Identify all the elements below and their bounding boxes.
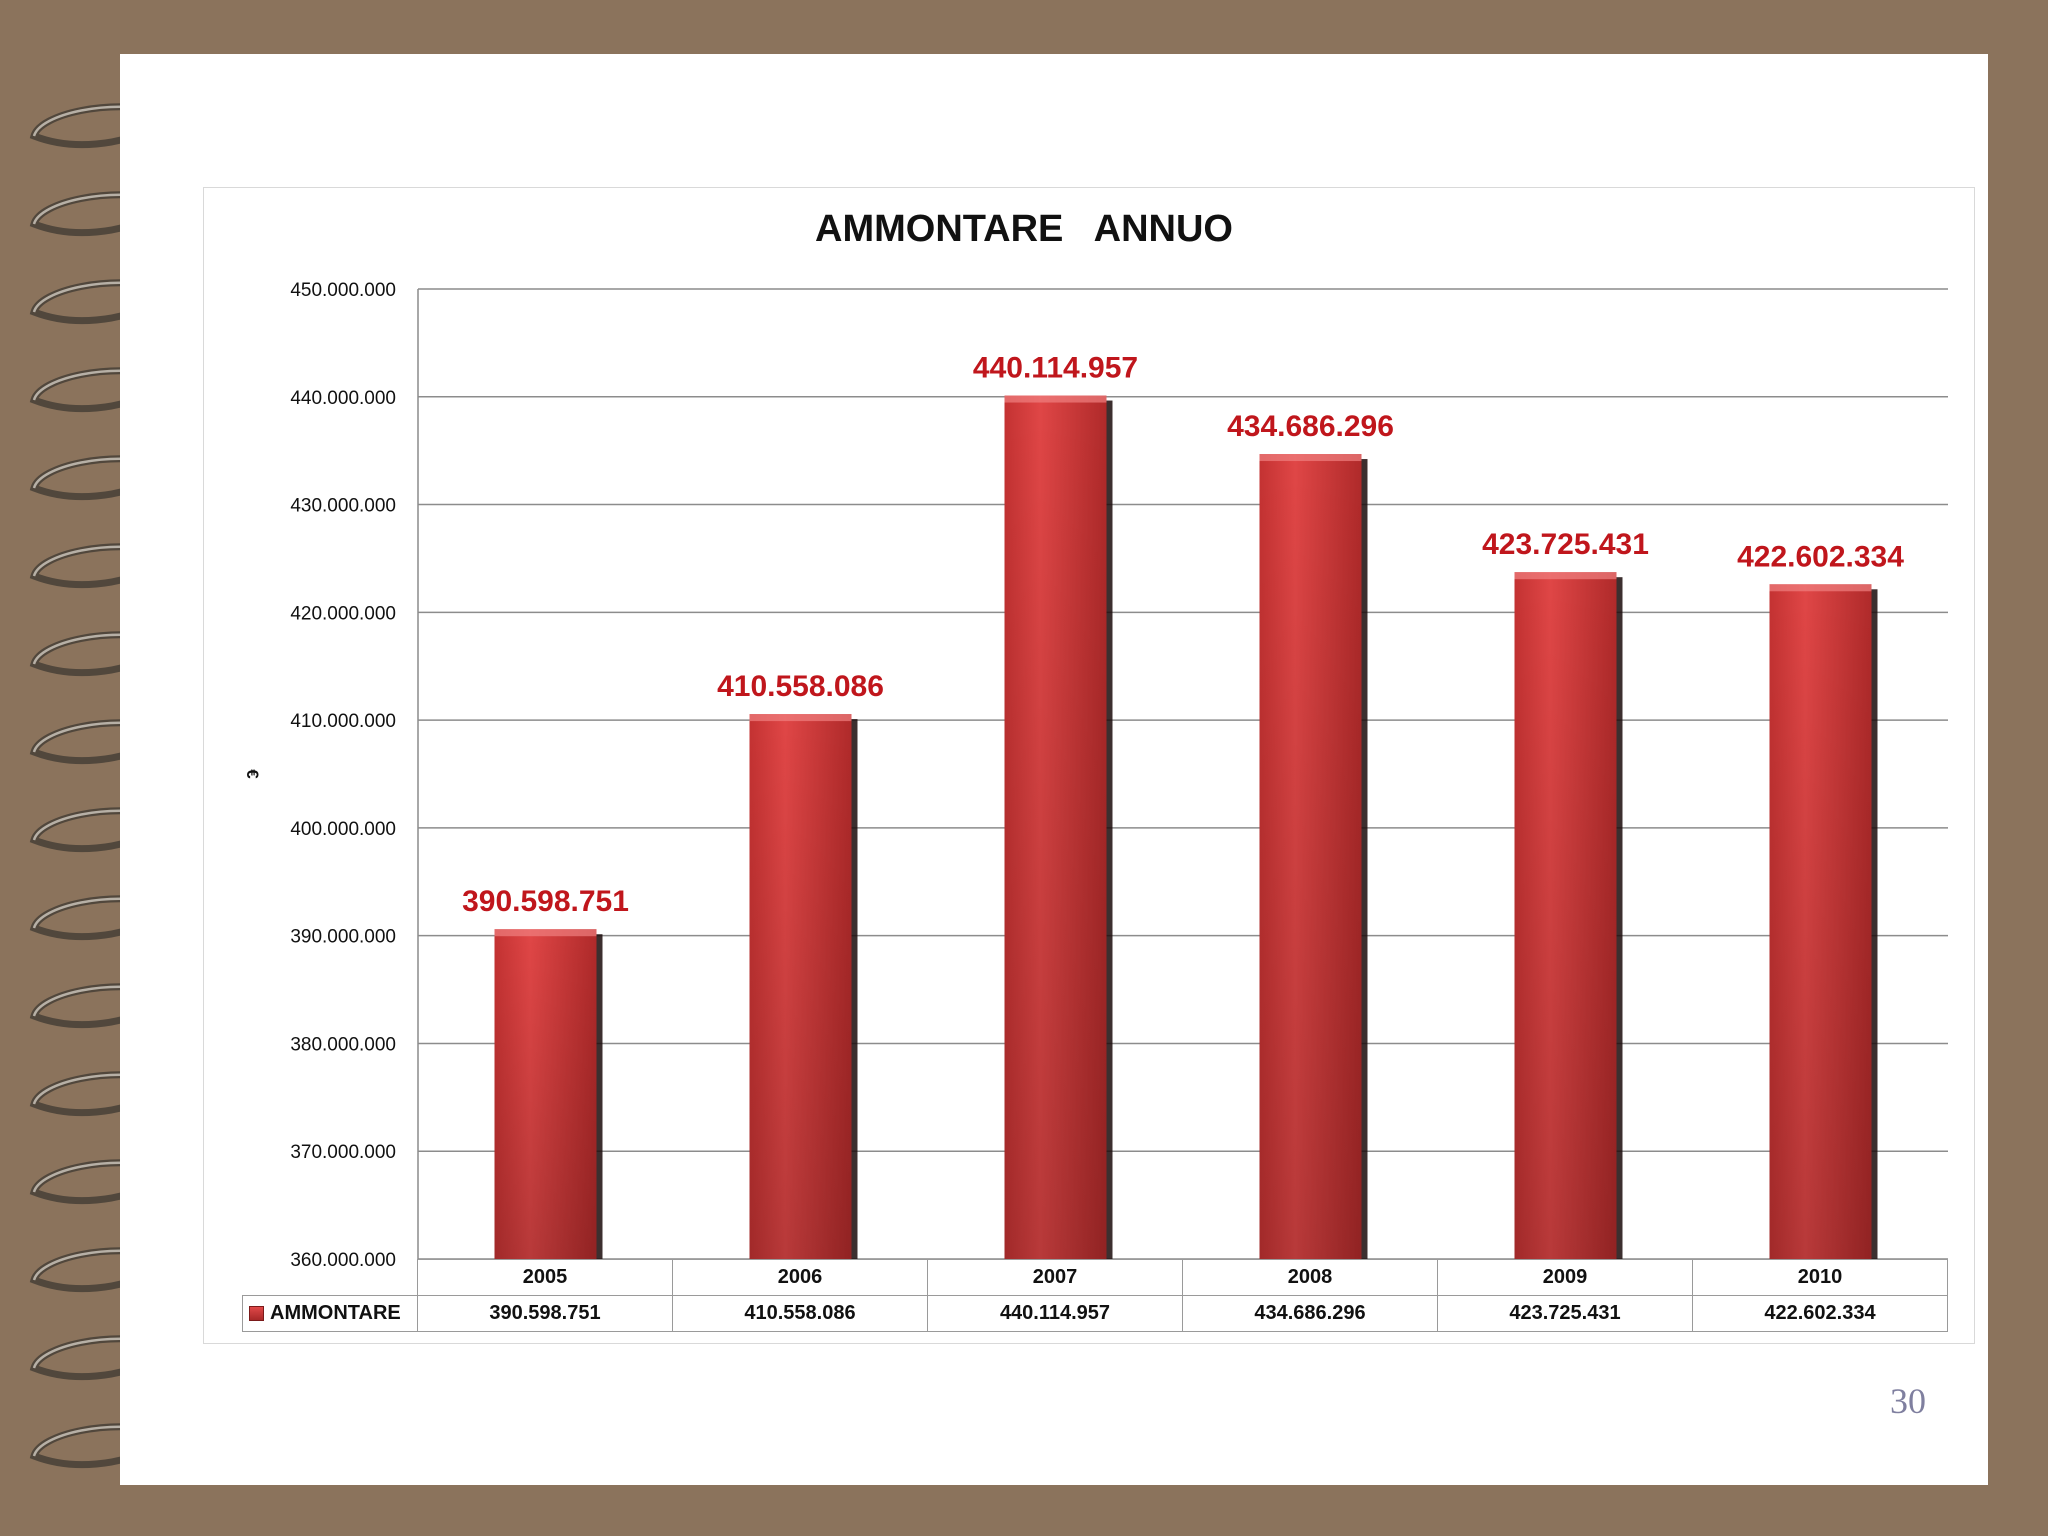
bar-highlight	[1769, 584, 1872, 592]
data-table-header-row: 2005 2006 2007 2008 2009 2010	[242, 1259, 1948, 1296]
table-category-cell: 2005	[417, 1259, 673, 1296]
y-tick-label: 370.000.000	[290, 1142, 396, 1163]
y-tick-label: 410.000.000	[290, 711, 396, 732]
page-number: 30	[1890, 1381, 1926, 1421]
bar-shade	[1769, 584, 1872, 1259]
table-value-cell: 434.686.296	[1182, 1295, 1438, 1332]
table-value-cell: 440.114.957	[927, 1295, 1183, 1332]
data-label: 422.602.334	[1737, 540, 1904, 573]
table-value-cell: 410.558.086	[672, 1295, 928, 1332]
bar-highlight	[1004, 395, 1107, 403]
data-label: 423.725.431	[1482, 528, 1649, 561]
bar-shade	[1004, 395, 1107, 1259]
y-axis-label: €	[243, 769, 262, 779]
bar-highlight	[749, 714, 852, 722]
y-tick-label: 390.000.000	[290, 927, 396, 948]
table-value-cell: 390.598.751	[417, 1295, 673, 1332]
legend-label: AMMONTARE	[270, 1302, 401, 1324]
bar-shade	[1259, 454, 1362, 1259]
data-label: 390.598.751	[462, 885, 629, 918]
legend-color-key	[249, 1306, 264, 1322]
data-label: 434.686.296	[1227, 410, 1394, 443]
data-table: 2005 2006 2007 2008 2009 2010 AMMONTARE …	[242, 1259, 1948, 1332]
y-tick-label: 420.000.000	[290, 603, 396, 624]
table-category-cell: 2007	[927, 1259, 1183, 1296]
bar-highlight	[494, 929, 597, 937]
bar-shade	[749, 714, 852, 1259]
data-label: 440.114.957	[973, 352, 1138, 385]
y-tick-label: 450.000.000	[290, 280, 396, 301]
y-tick-label: 400.000.000	[290, 819, 396, 840]
table-category-cell: 2009	[1437, 1259, 1693, 1296]
data-label: 410.558.086	[717, 670, 884, 703]
data-table-value-row: AMMONTARE 390.598.751 410.558.086 440.11…	[242, 1295, 1948, 1332]
y-tick-label: 430.000.000	[290, 496, 396, 517]
bar-shade	[494, 929, 597, 1259]
legend-entry: AMMONTARE	[242, 1295, 418, 1332]
y-tick-label: 380.000.000	[290, 1034, 396, 1055]
bar-highlight	[1514, 572, 1617, 580]
table-value-cell: 423.725.431	[1437, 1295, 1693, 1332]
bar-shade	[1514, 572, 1617, 1259]
chart-title: AMMONTARE ANNUO	[815, 208, 1233, 250]
y-tick-label: 440.000.000	[290, 388, 396, 409]
table-category-cell: 2006	[672, 1259, 928, 1296]
bar-highlight	[1259, 454, 1362, 462]
table-category-cell: 2008	[1182, 1259, 1438, 1296]
table-category-cell: 2010	[1692, 1259, 1948, 1296]
table-value-cell: 422.602.334	[1692, 1295, 1948, 1332]
